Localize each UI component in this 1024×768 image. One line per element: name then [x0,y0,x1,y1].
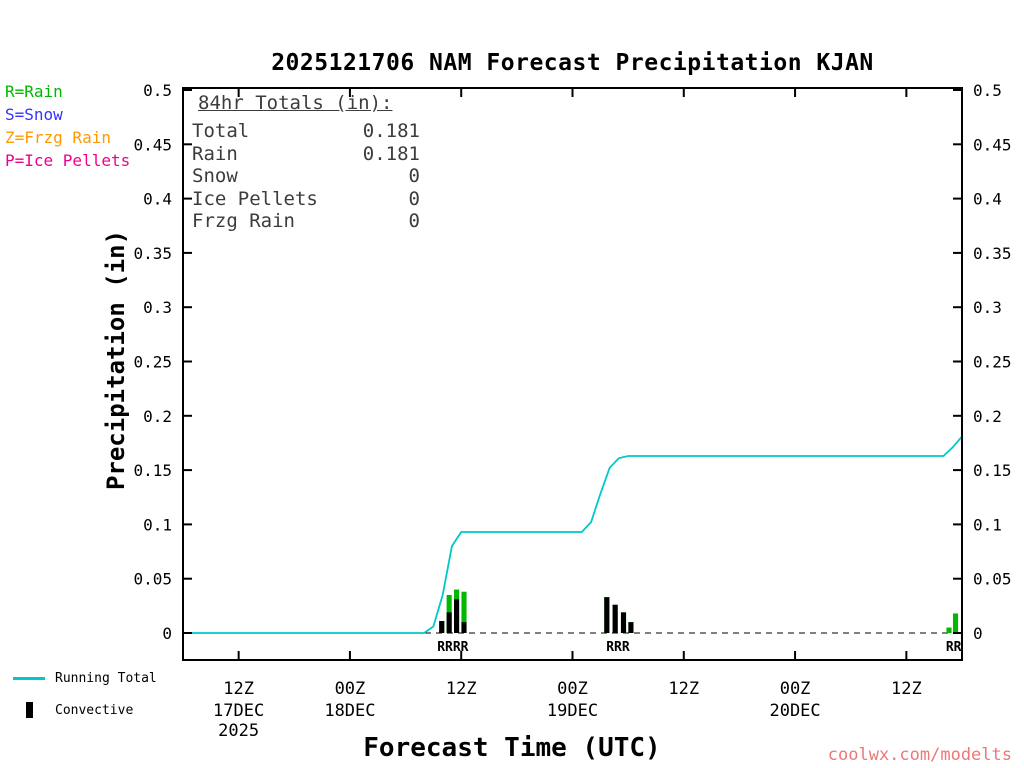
svg-text:12Z: 12Z [223,679,254,699]
svg-text:2025: 2025 [218,721,259,741]
svg-text:0.45: 0.45 [973,135,1012,154]
totals-value: 0 [408,210,420,232]
svg-text:RRRR: RRRR [437,640,468,655]
totals-box: 84hr Totals (in): Total 0.181 Rain 0.181… [192,92,420,233]
totals-value: 0.181 [362,120,420,142]
convective-bar-swatch [25,702,33,718]
running-total-label: Running Total [55,671,157,686]
y-axis-title: Precipitation (in) [102,229,130,491]
svg-text:0.35: 0.35 [133,244,172,263]
legend-freezing-rain: Z=Frzg Rain [5,128,111,147]
svg-text:0.15: 0.15 [973,461,1012,480]
totals-row-total: Total 0.181 [192,120,420,143]
svg-text:12Z: 12Z [668,679,699,699]
convective-swatch-box [12,702,46,718]
svg-text:0.1: 0.1 [973,515,1002,534]
totals-value: 0.181 [362,142,420,165]
legend-snow: S=Snow [5,105,63,124]
svg-text:0.3: 0.3 [973,298,1002,317]
totals-value: 0 [408,165,420,187]
totals-value: 0 [408,187,420,210]
totals-row-frzg-rain: Frzg Rain 0 [192,210,420,233]
legend-ice-pellets: P=Ice Pellets [5,151,131,170]
legend-convective: Convective [12,702,133,718]
totals-label: Ice Pellets [192,187,318,210]
precip-type-legend: R=Rain S=Snow Z=Frzg Rain P=Ice Pellets [5,80,130,172]
svg-text:0.2: 0.2 [973,407,1002,426]
svg-text:0.4: 0.4 [973,190,1002,209]
svg-text:00Z: 00Z [557,679,588,699]
svg-text:RR: RR [946,640,962,655]
svg-text:00Z: 00Z [335,679,366,699]
watermark: coolwx.com/modelts [827,745,1012,765]
svg-text:0.25: 0.25 [133,353,172,372]
convective-label: Convective [55,702,134,718]
totals-label: Frzg Rain [192,210,295,232]
svg-text:0.1: 0.1 [143,515,172,534]
chart-title: 2025121706 NAM Forecast Precipitation KJ… [271,50,874,76]
svg-text:19DEC: 19DEC [547,701,598,721]
svg-text:0.5: 0.5 [143,81,172,100]
svg-text:RRR: RRR [606,640,630,655]
svg-text:0.35: 0.35 [973,244,1012,263]
running-total-swatch-box [12,677,46,680]
svg-text:0.45: 0.45 [133,135,172,154]
totals-label: Total [192,120,250,142]
svg-text:0.25: 0.25 [973,353,1012,372]
svg-text:0.15: 0.15 [133,461,172,480]
svg-text:0.5: 0.5 [973,81,1002,100]
x-axis-title: Forecast Time (UTC) [363,733,661,763]
svg-text:20DEC: 20DEC [769,701,820,721]
svg-text:17DEC: 17DEC [213,701,264,721]
svg-text:18DEC: 18DEC [324,701,375,721]
running-total-line-swatch [13,677,45,680]
totals-heading: 84hr Totals (in): [198,92,393,114]
totals-row-ice-pellets: Ice Pellets 0 [192,188,420,211]
svg-text:0.05: 0.05 [973,570,1012,589]
totals-label: Snow [192,165,238,187]
svg-text:12Z: 12Z [446,679,477,699]
svg-text:0: 0 [162,624,172,643]
svg-text:0.4: 0.4 [143,190,172,209]
svg-text:12Z: 12Z [891,679,922,699]
totals-row-snow: Snow 0 [192,165,420,188]
svg-text:0.3: 0.3 [143,298,172,317]
svg-text:0.05: 0.05 [133,570,172,589]
legend-rain: R=Rain [5,82,63,101]
legend-running-total: Running Total [12,671,157,686]
totals-label: Rain [192,142,238,165]
svg-text:00Z: 00Z [780,679,811,699]
totals-row-rain: Rain 0.181 [192,143,420,166]
svg-text:0: 0 [973,624,983,643]
svg-text:0.2: 0.2 [143,407,172,426]
